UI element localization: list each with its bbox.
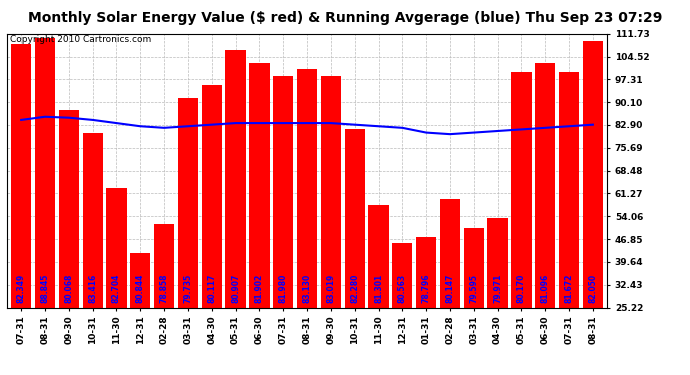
Text: 80.563: 80.563: [398, 274, 407, 303]
Text: 83.019: 83.019: [326, 274, 335, 303]
Text: 80.907: 80.907: [231, 274, 240, 303]
Bar: [273, 76, 293, 307]
Bar: [35, 38, 55, 308]
Bar: [178, 98, 198, 308]
Text: 81.301: 81.301: [374, 274, 383, 303]
Text: 79.735: 79.735: [184, 274, 193, 303]
Text: 81.672: 81.672: [564, 274, 573, 303]
Text: Monthly Solar Energy Value ($ red) & Running Avgerage (blue) Thu Sep 23 07:29: Monthly Solar Energy Value ($ red) & Run…: [28, 11, 662, 25]
Text: 79.595: 79.595: [469, 274, 478, 303]
Bar: [416, 237, 436, 308]
Bar: [344, 129, 365, 308]
Bar: [106, 188, 126, 308]
Text: Copyright 2010 Cartronics.com: Copyright 2010 Cartronics.com: [10, 35, 151, 44]
Text: 78.796: 78.796: [422, 274, 431, 303]
Bar: [130, 253, 150, 308]
Bar: [249, 63, 270, 308]
Text: 81.980: 81.980: [279, 274, 288, 303]
Text: 83.130: 83.130: [302, 274, 312, 303]
Text: 81.902: 81.902: [255, 274, 264, 303]
Bar: [368, 206, 388, 308]
Bar: [535, 63, 555, 308]
Bar: [583, 41, 603, 308]
Text: 80.147: 80.147: [446, 274, 455, 303]
Bar: [321, 76, 341, 307]
Text: 78.858: 78.858: [159, 274, 168, 303]
Bar: [226, 50, 246, 308]
Bar: [392, 243, 413, 308]
Text: 80.844: 80.844: [136, 274, 145, 303]
Text: 80.170: 80.170: [517, 274, 526, 303]
Text: 82.349: 82.349: [17, 274, 26, 303]
Bar: [511, 72, 531, 308]
Bar: [440, 199, 460, 308]
Bar: [464, 228, 484, 308]
Bar: [83, 133, 103, 308]
Bar: [59, 110, 79, 308]
Text: 82.280: 82.280: [351, 274, 359, 303]
Text: 80.117: 80.117: [207, 274, 216, 303]
Bar: [11, 44, 31, 308]
Text: 83.416: 83.416: [88, 274, 97, 303]
Text: 81.096: 81.096: [541, 274, 550, 303]
Text: 82.704: 82.704: [112, 274, 121, 303]
Bar: [201, 85, 222, 308]
Text: 80.068: 80.068: [64, 274, 73, 303]
Bar: [297, 69, 317, 308]
Text: 82.050: 82.050: [589, 274, 598, 303]
Text: 88.845: 88.845: [41, 274, 50, 303]
Text: 79.971: 79.971: [493, 274, 502, 303]
Bar: [488, 218, 508, 308]
Bar: [559, 72, 579, 308]
Bar: [154, 224, 175, 308]
